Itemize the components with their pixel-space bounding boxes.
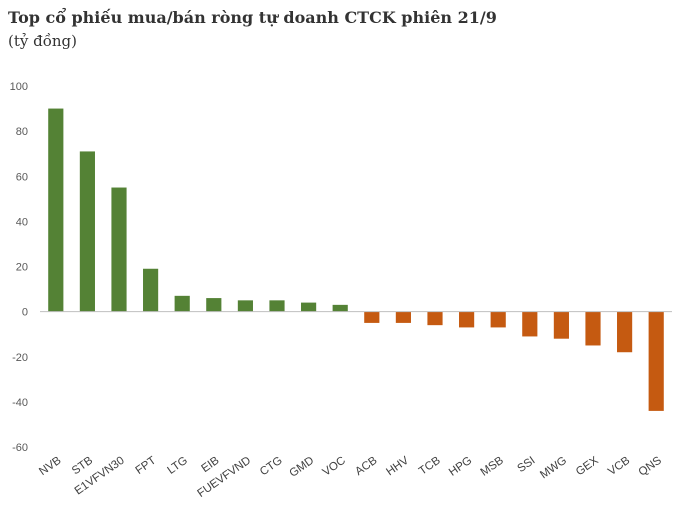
x-tick-label: GMD	[287, 455, 316, 480]
x-tick-label: HPG	[447, 455, 474, 479]
x-tick-label: GEX	[574, 454, 601, 478]
bar-acb	[364, 311, 380, 323]
bar-ssi	[522, 311, 538, 337]
bar-mwg	[553, 311, 569, 339]
chart-title: Top cổ phiếu mua/bán ròng tự doanh CTCK …	[8, 8, 497, 27]
y-tick-label: 100	[10, 81, 28, 93]
x-tick-label: QNS	[637, 454, 665, 478]
bar-hpg	[459, 311, 475, 328]
y-tick-label: 20	[16, 262, 28, 274]
x-tick-label: FPT	[134, 455, 159, 477]
bar-vcb	[617, 311, 633, 353]
x-tick-label: VOC	[321, 455, 348, 479]
x-tick-label: EIB	[199, 454, 221, 475]
x-tick-label: SSI	[515, 455, 537, 475]
x-tick-label: LTG	[165, 455, 190, 477]
x-tick-label: MSB	[479, 454, 507, 478]
bar-voc	[332, 304, 348, 312]
bar-ctg	[269, 300, 285, 312]
x-tick-label: TCB	[417, 454, 443, 477]
bar-qns	[648, 311, 664, 411]
bar-hhv	[395, 311, 411, 323]
bar-nvb	[48, 108, 64, 312]
bar-eib	[206, 298, 222, 312]
x-tick-label: NVB	[37, 454, 64, 478]
bar-stb	[79, 151, 95, 312]
x-tick-label: MWG	[538, 455, 569, 482]
x-tick-label: CTG	[258, 455, 285, 479]
bar-tcb	[427, 311, 443, 326]
bar-ltg	[174, 295, 190, 312]
bar-gmd	[301, 302, 317, 312]
y-tick-label: 0	[22, 307, 28, 319]
y-axis-ticks: 100 80 60 40 20 0 -20 -40 -60	[10, 81, 28, 454]
bar-fpt	[143, 268, 159, 312]
chart-subtitle: (tỷ đồng)	[8, 32, 78, 50]
y-tick-label: 60	[16, 171, 28, 183]
bar-msb	[490, 311, 506, 328]
bar-e1vfvn30	[111, 187, 127, 312]
y-tick-label: -40	[12, 397, 28, 409]
y-tick-label: 80	[16, 126, 28, 138]
bar-fuevfvnd	[237, 300, 253, 312]
y-tick-label: -60	[12, 442, 28, 454]
bar-gex	[585, 311, 601, 346]
x-tick-label: VCB	[606, 454, 633, 478]
y-tick-label: 40	[16, 216, 28, 228]
bars	[48, 108, 664, 411]
x-tick-label: ACB	[353, 454, 380, 478]
y-tick-label: -20	[12, 352, 28, 364]
x-tick-label: HHV	[384, 454, 411, 478]
